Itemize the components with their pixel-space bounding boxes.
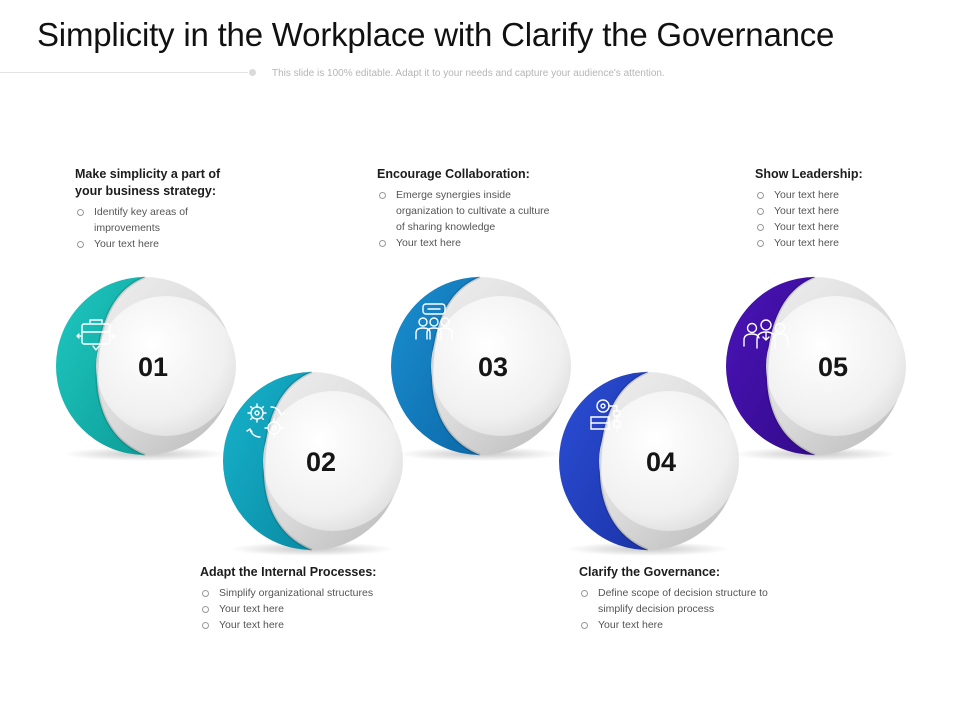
step-01-bullets: Identify key areas of improvements Your … [75,204,250,252]
governance-flow-icon [590,399,621,432]
step-04-leaf [559,372,648,550]
step-05-bullet: Your text here [755,219,945,235]
step-01-number: 01 [138,352,168,382]
step-04-circle: 04 [559,370,739,556]
step-02-text: Adapt the Internal Processes: Simplify o… [200,564,430,633]
step-02-fold [262,370,313,552]
step-02-bullet: Simplify organizational structures [200,585,430,601]
team-collaboration-icon [415,303,453,340]
step-05-bullet: Your text here [755,235,945,251]
title-underline-dot [249,69,256,76]
slide-subtitle: This slide is 100% editable. Adapt it to… [272,68,665,79]
step-04-bullets: Define scope of decision structure to si… [579,585,809,633]
slide-title: Simplicity in the Workplace with Clarify… [37,16,835,53]
step-02-number: 02 [306,447,336,477]
step-04-inner [599,391,739,531]
step-01-bullet: Your text here [75,236,250,252]
step-03-bullets: Emerge synergies inside organization to … [377,187,577,251]
step-04-bullet: Your text here [579,617,809,633]
step-04-number: 04 [646,447,676,477]
step-05-bullet: Your text here [755,203,945,219]
step-04-bullet: Define scope of decision structure to si… [579,585,788,617]
step-05-inner [766,296,906,436]
step-03-number: 03 [478,352,508,382]
title-underline [0,72,248,73]
step-01-heading: Make simplicity a part of your business … [75,167,221,198]
step-02-heading: Adapt the Internal Processes: [200,565,377,579]
step-05-leaf [726,277,815,455]
step-01-inner [96,296,236,436]
step-02-circle: 02 [223,370,403,556]
step-05-circle: 05 [726,275,906,461]
step-02-inner [263,391,403,531]
step-01-fold [95,275,146,457]
step-04-heading: Clarify the Governance: [579,565,721,579]
step-03-inner [431,296,571,436]
step-05-bullet: Your text here [755,187,945,203]
step-05-fold [765,275,816,457]
gears-cycle-icon [246,403,285,438]
step-03-text: Encourage Collaboration: Emerge synergie… [377,166,577,251]
step-03-bullet: Your text here [377,235,577,251]
briefcase-arrows-icon [76,319,116,351]
step-01-text: Make simplicity a part of your business … [75,166,250,252]
step-01-circle: 01 [56,275,236,461]
step-03-fold [430,275,481,457]
leadership-group-icon [743,319,789,349]
step-05-text: Show Leadership: Your text here Your tex… [755,166,945,251]
step-04-text: Clarify the Governance: Define scope of … [579,564,809,633]
step-02-bullet: Your text here [200,601,430,617]
step-01-bullet: Identify key areas of improvements [75,204,204,236]
step-04-fold [598,370,649,552]
step-01-leaf [56,277,145,455]
step-03-heading: Encourage Collaboration: [377,167,530,181]
step-05-number: 05 [818,352,848,382]
step-02-leaf [223,372,312,550]
step-02-bullets: Simplify organizational structures Your … [200,585,430,633]
step-05-heading: Show Leadership: [755,167,863,181]
step-03-bullet: Emerge synergies inside organization to … [377,187,556,235]
step-03-circle: 03 [391,275,571,461]
step-05-bullets: Your text here Your text here Your text … [755,187,945,251]
step-02-bullet: Your text here [200,617,430,633]
step-03-leaf [391,277,480,455]
